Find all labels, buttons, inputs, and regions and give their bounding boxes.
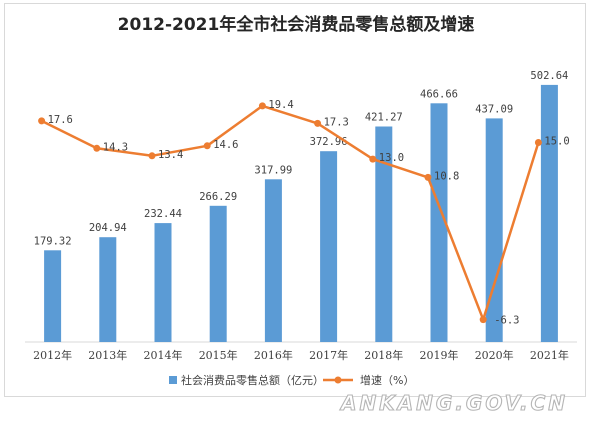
growth-point-2 [148,152,156,160]
line-series [38,102,542,324]
growth-label-0: 17.6 [48,114,73,126]
x-tick-2: 2014年 [144,348,183,362]
x-tick-4: 2016年 [254,348,293,362]
x-tick-7: 2019年 [420,348,459,362]
growth-label-7: 10.8 [434,170,459,182]
bar-6 [375,126,393,342]
x-tick-3: 2015年 [199,348,238,362]
bar-label-4: 317.99 [254,164,292,176]
x-axis-tick-labels: 2012年 2013年 2014年 2015年 2016年 2017年 2018年 2019年… [33,348,569,362]
x-tick-9: 2021年 [530,348,569,362]
growth-label-2: 13.4 [158,149,183,161]
growth-label-3: 14.6 [213,139,238,151]
bar-2 [154,223,172,342]
growth-point-0 [38,117,46,125]
growth-point-9 [534,139,542,146]
bar-label-6: 421.27 [365,112,403,124]
bar-7 [430,103,448,342]
growth-point-4 [258,102,266,110]
growth-label-6: 13.0 [379,152,404,164]
bar-3 [209,205,227,342]
growth-label-1: 14.3 [103,141,128,153]
growth-label-4: 19.4 [268,99,293,111]
x-tick-6: 2018年 [364,348,403,362]
bar-0 [44,250,62,342]
bar-label-9: 502.64 [530,70,568,82]
growth-point-1 [93,144,101,152]
line-data-labels: 17.6 14.3 13.4 14.6 19.4 17.3 13.0 10.8 -6.3 15.0 [48,99,570,327]
x-tick-1: 2013年 [88,348,127,362]
growth-point-5 [314,119,322,127]
legend: 社会消费品零售总额（亿元） 增速（%） [169,373,414,387]
growth-point-7 [424,173,432,181]
x-tick-8: 2020年 [475,348,514,362]
growth-label-9: 15.0 [544,136,569,148]
bar-label-7: 466.66 [420,88,458,100]
growth-line [41,104,540,321]
legend-line-label: 增速（%） [360,373,414,387]
bar-1 [99,237,117,342]
bar-8 [485,118,503,343]
bar-4 [264,179,282,342]
bar-label-1: 204.94 [89,222,127,234]
chart-title: 2012-2021年全市社会消费品零售总额及增速 [118,14,475,35]
growth-point-3 [203,142,211,150]
bar-data-labels: 179.32 204.94 232.44 266.29 317.99 372.96 421.… [34,70,569,247]
growth-label-8: -6.3 [494,315,519,327]
legend-bar-swatch [169,376,177,384]
legend-bar-label: 社会消费品零售总额（亿元） [181,373,324,387]
growth-point-8 [479,316,487,324]
bar-label-2: 232.44 [144,208,182,220]
growth-label-5: 17.3 [324,116,349,128]
bar-label-5: 372.96 [310,136,348,148]
bar-label-3: 266.29 [199,191,237,203]
bar-label-0: 179.32 [34,235,72,247]
bar-5 [320,151,338,342]
x-tick-0: 2012年 [33,348,72,362]
chart-frame: 2012-2021年全市社会消费品零售总额及增速 179.32 204.94 232… [4,3,586,397]
legend-line-marker [334,376,342,384]
x-tick-5: 2017年 [309,348,348,362]
chart: 2012-2021年全市社会消费品零售总额及增速 179.32 204.94 232… [25,14,577,387]
bar-label-8: 437.09 [475,103,513,115]
bar-9 [540,84,558,343]
growth-point-6 [369,155,377,163]
bar-series [44,84,558,343]
